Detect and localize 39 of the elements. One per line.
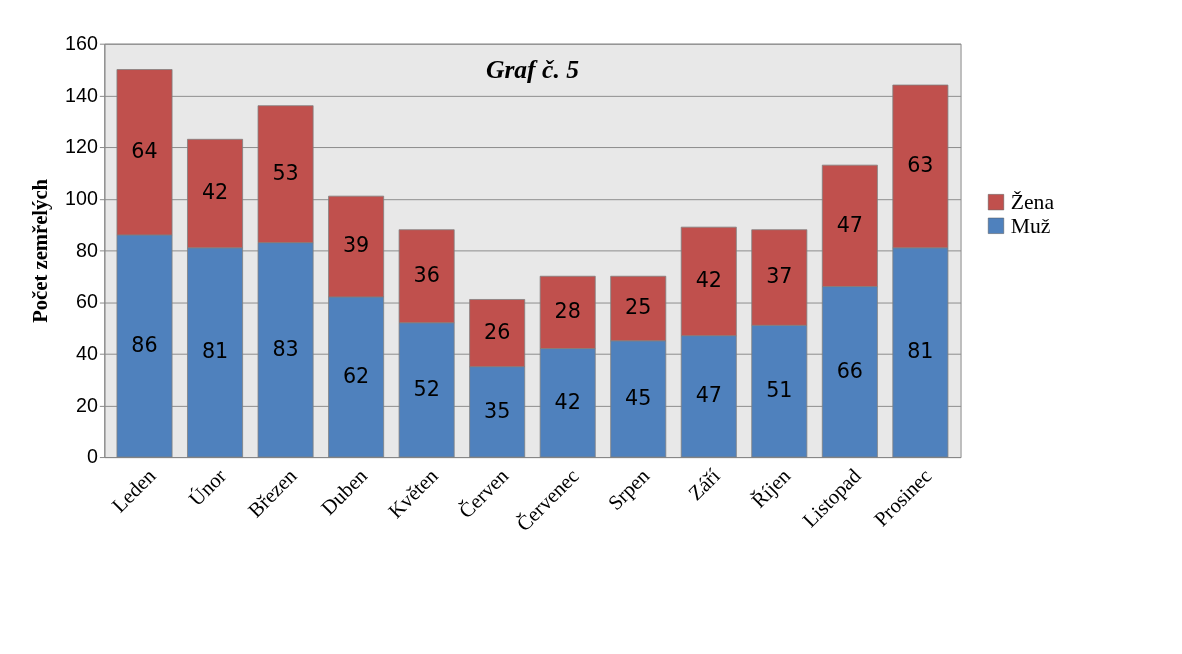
- data-label: 47: [836, 212, 863, 237]
- y-tick-label: 60: [76, 290, 98, 313]
- y-tick-label: 40: [76, 342, 98, 365]
- data-label: 64: [131, 139, 158, 164]
- data-label: 25: [625, 295, 652, 320]
- data-label: 63: [907, 153, 934, 178]
- data-label: 42: [201, 180, 229, 205]
- data-label: 36: [413, 263, 440, 288]
- data-label: 26: [484, 319, 511, 344]
- data-label: 62: [342, 363, 370, 388]
- data-label: 28: [554, 299, 581, 324]
- y-tick-label: 80: [76, 238, 98, 261]
- y-tick-label: 140: [65, 83, 98, 106]
- data-label: 47: [695, 383, 722, 408]
- data-label: 42: [554, 389, 581, 414]
- data-label: 86: [131, 332, 158, 357]
- data-label: 42: [695, 268, 722, 293]
- y-tick-label: 0: [86, 445, 98, 468]
- data-label: 81: [907, 339, 934, 364]
- data-label: 81: [201, 339, 229, 364]
- data-label: 39: [342, 233, 370, 258]
- x-tick-label: Září: [684, 464, 725, 505]
- data-label: 52: [413, 376, 440, 401]
- x-tick-label: Únor: [183, 463, 231, 511]
- chart-title: Graf č. 5: [485, 55, 580, 85]
- y-tick-label: 100: [65, 187, 98, 210]
- y-tick-label: 160: [65, 32, 98, 55]
- legend-label: Muž: [1010, 213, 1051, 238]
- y-tick-label: 120: [65, 135, 98, 158]
- legend-label: Žena: [1010, 190, 1055, 215]
- data-label: 66: [836, 358, 863, 383]
- y-axis-title: Počet zemřelých: [29, 178, 53, 323]
- data-label: 37: [766, 264, 793, 289]
- data-label: 53: [272, 161, 299, 186]
- y-tick-label: 20: [76, 393, 98, 416]
- data-label: 45: [625, 385, 652, 410]
- data-label: 51: [766, 378, 793, 403]
- data-label: 35: [484, 398, 511, 423]
- data-label: 83: [272, 336, 299, 361]
